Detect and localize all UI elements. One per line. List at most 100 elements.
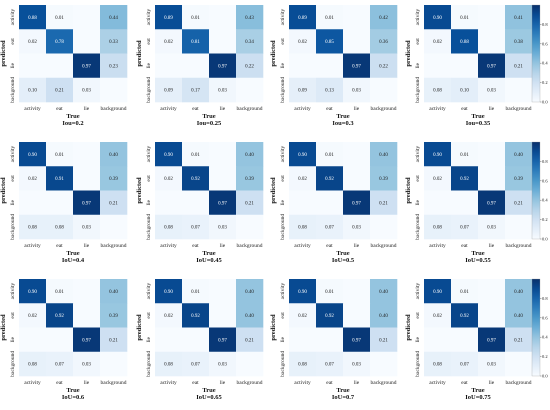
x-tick-label: activity [24,243,41,249]
x-axis-title: True [66,113,79,120]
x-tick-label: background [371,380,397,386]
y-tick-label: background [280,351,286,377]
matrix-cell [451,166,479,191]
matrix-cell [343,77,371,103]
colorbar: 0.8 0.6 0.4 0.2 0.0 [531,141,548,242]
cell-value-label: 0.92 [325,177,334,182]
cell-value-label: 0.43 [245,16,254,21]
cell-value-label: 0.03 [82,89,91,94]
matrix-cell [289,5,317,30]
cell-value-label: 0.39 [109,177,118,182]
matrix-cell [370,214,398,240]
matrix-cell [100,214,128,240]
matrix-cell [424,142,452,167]
y-tick-label: background [10,77,16,103]
matrix-cell [424,303,452,328]
y-tick-label: activity [280,146,286,163]
cell-value-label: 0.92 [460,177,469,182]
iou-label: Iou=0.35 [466,120,491,127]
x-tick-label: eat [461,380,468,386]
cell-value-label: 0.03 [352,89,361,94]
cell-value-label: 0.01 [325,153,334,158]
matrix-cell [316,190,344,216]
cell-value-label: 0.02 [164,314,173,319]
matrix-cell [73,77,101,103]
iou-label: Iou=0.3 [332,120,354,127]
matrix-cell [343,327,371,353]
x-tick-label: eat [326,106,333,112]
x-axis-title: True [471,250,484,257]
matrix-cell [19,279,47,304]
matrix-cell [289,53,317,79]
confusion-matrix-panel: 0.90 0.01 0.40 0.02 0.92 0.39 0.97 0.21 0.08 0.07… [405,142,533,264]
x-tick-label: background [237,380,263,386]
colorbar-tick-label: 0.0 [542,374,548,379]
cell-value-label: 0.02 [164,40,173,45]
matrix-cell [182,29,210,54]
x-tick-label: background [371,243,397,249]
matrix-cell [46,77,74,103]
cell-value-label: 0.21 [55,89,64,94]
matrix-cell [19,53,47,79]
cell-value-label: 0.08 [298,363,307,368]
y-axis-title: predicted [270,40,277,67]
matrix-cell [424,327,452,353]
matrix-cell [73,53,101,79]
matrix-cell [505,214,533,240]
matrix-cell [316,327,344,353]
cell-value-label: 0.34 [245,40,254,45]
matrix-cell [451,327,479,353]
cell-value-label: 0.97 [487,64,496,69]
matrix-cell [155,77,183,103]
matrix-cell [19,190,47,216]
cell-value-label: 0.91 [55,177,64,182]
matrix-cell [289,190,317,216]
y-tick-label: lie [10,199,16,205]
matrix-cell [478,327,506,353]
y-axis-title: predicted [405,40,412,67]
x-tick-label: background [101,106,127,112]
cell-value-label: 0.07 [191,226,200,231]
y-tick-label: background [146,214,152,240]
cell-value-label: 0.02 [298,40,307,45]
matrix-cell [424,5,452,30]
x-tick-label: lie [489,243,495,249]
matrix-cell [370,166,398,191]
cell-value-label: 0.39 [514,177,523,182]
cell-value-label: 0.07 [460,226,469,231]
matrix-cell [19,29,47,54]
cell-value-label: 0.40 [245,153,254,158]
matrix-cell [100,303,128,328]
cell-value-label: 0.42 [379,16,388,21]
matrix-cell [182,303,210,328]
cell-value-label: 0.01 [325,290,334,295]
cell-value-label: 0.97 [487,201,496,206]
colorbar: 0.8 0.6 0.4 0.2 0.0 [531,278,548,379]
colorbar-gradient [531,278,541,377]
matrix-cell [451,77,479,103]
cell-value-label: 0.90 [164,290,173,295]
matrix-cell [505,327,533,353]
cell-value-label: 0.36 [379,40,388,45]
iou-label: IoU=0.7 [332,394,355,401]
x-tick-label: background [371,106,397,112]
matrix-cell [100,166,128,191]
matrix-cell [236,142,264,167]
cell-value-label: 0.78 [55,40,64,45]
cell-value-label: 0.39 [245,177,254,182]
x-tick-label: lie [489,380,495,386]
cell-value-label: 0.08 [433,89,442,94]
cell-value-label: 0.97 [218,338,227,343]
cell-value-label: 0.08 [298,226,307,231]
matrix-cell [73,351,101,377]
matrix-cell [236,166,264,191]
cell-value-label: 0.08 [433,226,442,231]
cell-value-label: 0.02 [433,314,442,319]
y-tick-label: background [10,351,16,377]
cell-value-label: 0.07 [460,363,469,368]
cell-value-label: 0.90 [28,290,37,295]
y-tick-label: lie [415,199,421,205]
cell-value-label: 0.40 [514,314,523,319]
matrix-cell [236,53,264,79]
cell-value-label: 0.02 [164,177,173,182]
